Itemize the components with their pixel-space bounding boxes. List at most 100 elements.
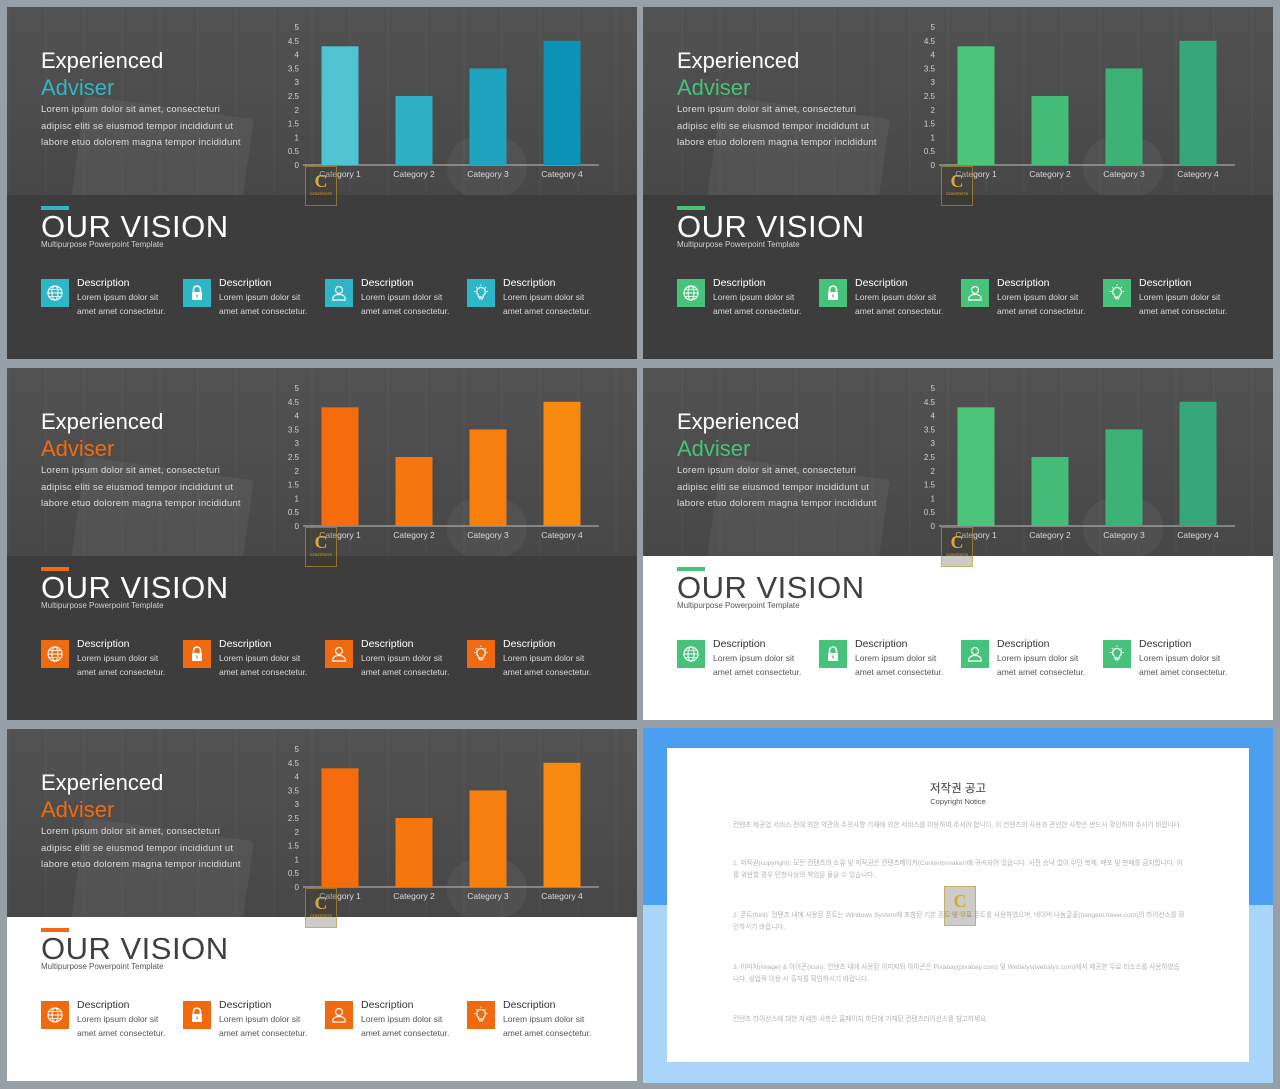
description-text: Lorem ipsum dolor sit amet amet consecte… <box>219 652 329 679</box>
bar-4 <box>543 762 581 887</box>
bar-4 <box>1179 401 1217 526</box>
lightbulb-icon <box>467 279 495 307</box>
y-tick-label: 2 <box>931 106 936 115</box>
description-text: Lorem ipsum dolor sit amet amet consecte… <box>503 1013 613 1040</box>
description-line: amet amet consectetur. <box>997 305 1086 316</box>
y-tick-label: 5 <box>931 23 936 32</box>
lightbulb-icon <box>1103 640 1131 668</box>
bar-1 <box>321 407 359 526</box>
globe-icon <box>41 640 69 668</box>
y-tick-label: 3 <box>295 800 300 809</box>
description-item: Description Lorem ipsum dolor sit amet a… <box>1103 277 1243 317</box>
description-line: Lorem ipsum dolor sit <box>361 1014 443 1024</box>
description-text: Lorem ipsum dolor sit amet amet consecte… <box>361 291 471 318</box>
y-tick-label: 0.5 <box>288 147 300 156</box>
x-tick-label: Category 1 <box>319 169 361 179</box>
description-title: Description <box>855 277 908 289</box>
vision-subtitle: Multipurpose Powerpoint Template <box>677 240 800 249</box>
logo-letter: C <box>314 532 328 552</box>
description-item: Description Lorem ipsum dolor sit amet a… <box>467 638 607 678</box>
y-tick-label: 1.5 <box>924 481 936 490</box>
description-text: Lorem ipsum dolor sit amet amet consecte… <box>997 652 1107 679</box>
vision-subtitle: Multipurpose Powerpoint Template <box>41 962 164 971</box>
logo-text: CONTENTS <box>946 191 968 196</box>
description-line: Lorem ipsum dolor sit <box>77 653 159 663</box>
y-tick-label: 3.5 <box>288 425 300 434</box>
description-title: Description <box>219 638 272 650</box>
lightbulb-icon <box>467 640 495 668</box>
x-tick-label: Category 3 <box>1103 169 1145 179</box>
description-title: Description <box>713 277 766 289</box>
description-text: Lorem ipsum dolor sit amet amet consecte… <box>503 291 613 318</box>
description-line: Lorem ipsum dolor sit <box>997 292 1079 302</box>
description-line: amet amet consectetur. <box>1139 305 1228 316</box>
description-line: Lorem ipsum dolor sit <box>503 1014 585 1024</box>
y-tick-label: 0.5 <box>288 869 300 878</box>
bar-2 <box>395 457 433 526</box>
description-title: Description <box>77 277 130 289</box>
x-tick-label: Category 2 <box>393 530 435 540</box>
description-title: Description <box>361 638 414 650</box>
description-line: Lorem ipsum dolor sit <box>855 292 937 302</box>
user-icon <box>961 640 989 668</box>
y-tick-label: 3 <box>295 439 300 448</box>
lock-icon <box>183 279 211 307</box>
description-title: Description <box>219 999 272 1011</box>
y-tick-label: 5 <box>295 745 300 754</box>
y-tick-label: 1.5 <box>924 120 936 129</box>
x-tick-label: Category 4 <box>1177 169 1219 179</box>
description-line: Lorem ipsum dolor sit <box>503 292 585 302</box>
logo-text: CONTENTS <box>310 913 332 918</box>
contents-logo: C CONTENTS <box>305 166 337 206</box>
user-icon <box>961 279 989 307</box>
y-tick-label: 0 <box>295 883 300 892</box>
headline-experienced: Experienced <box>41 409 164 434</box>
contents-logo: C CONTENTS <box>944 886 976 926</box>
description-item: Description Lorem ipsum dolor sit amet a… <box>677 277 817 317</box>
bar-2 <box>1031 96 1069 165</box>
y-tick-label: 2 <box>931 467 936 476</box>
y-tick-label: 2.5 <box>924 453 936 462</box>
slide-vision-area <box>643 556 1273 720</box>
y-tick-label: 2.5 <box>288 453 300 462</box>
description-item: Description Lorem ipsum dolor sit amet a… <box>41 999 181 1039</box>
description-text: Lorem ipsum dolor sit amet amet consecte… <box>713 291 823 318</box>
y-tick-label: 4 <box>295 51 300 60</box>
globe-icon <box>41 279 69 307</box>
lock-icon <box>183 640 211 668</box>
lock-icon <box>183 1001 211 1029</box>
description-line: amet amet consectetur. <box>219 1027 308 1038</box>
y-tick-label: 1 <box>931 133 936 142</box>
x-tick-label: Category 1 <box>319 891 361 901</box>
description-line: Lorem ipsum dolor sit <box>361 653 443 663</box>
description-line: Lorem ipsum dolor sit <box>503 653 585 663</box>
y-tick-label: 0 <box>931 161 936 170</box>
accent-rule <box>41 567 69 571</box>
description-line: amet amet consectetur. <box>855 666 944 677</box>
headline-adviser: Adviser <box>41 797 115 822</box>
description-text: Lorem ipsum dolor sit amet amet consecte… <box>219 291 329 318</box>
description-item: Description Lorem ipsum dolor sit amet a… <box>467 999 607 1039</box>
bar-1 <box>321 768 359 887</box>
logo-text: CONTENTS <box>949 911 971 916</box>
x-tick-label: Category 3 <box>467 169 509 179</box>
y-tick-label: 4 <box>295 773 300 782</box>
intro-paragraph: Lorem ipsum dolor sit amet, consecteturi… <box>677 104 877 148</box>
vision-title: OUR VISION <box>677 209 865 244</box>
bar-4 <box>543 40 581 165</box>
y-tick-label: 2 <box>295 106 300 115</box>
slide-vision-area <box>7 917 637 1081</box>
x-tick-label: Category 4 <box>541 530 583 540</box>
logo-letter: C <box>314 893 328 913</box>
bar-2 <box>395 96 433 165</box>
y-tick-label: 1.5 <box>288 120 300 129</box>
description-line: amet amet consectetur. <box>77 1027 166 1038</box>
y-tick-label: 3.5 <box>924 425 936 434</box>
y-tick-label: 1.5 <box>288 842 300 851</box>
bar-chart: 0 0.5 1 1.5 2 2.5 3 3.5 4 4.5 5 Category 1 Category … <box>288 745 599 901</box>
vision-subtitle: Multipurpose Powerpoint Template <box>41 601 164 610</box>
description-title: Description <box>219 277 272 289</box>
y-tick-label: 1 <box>931 494 936 503</box>
description-line: Lorem ipsum dolor sit <box>219 1014 301 1024</box>
bar-1 <box>321 46 359 165</box>
